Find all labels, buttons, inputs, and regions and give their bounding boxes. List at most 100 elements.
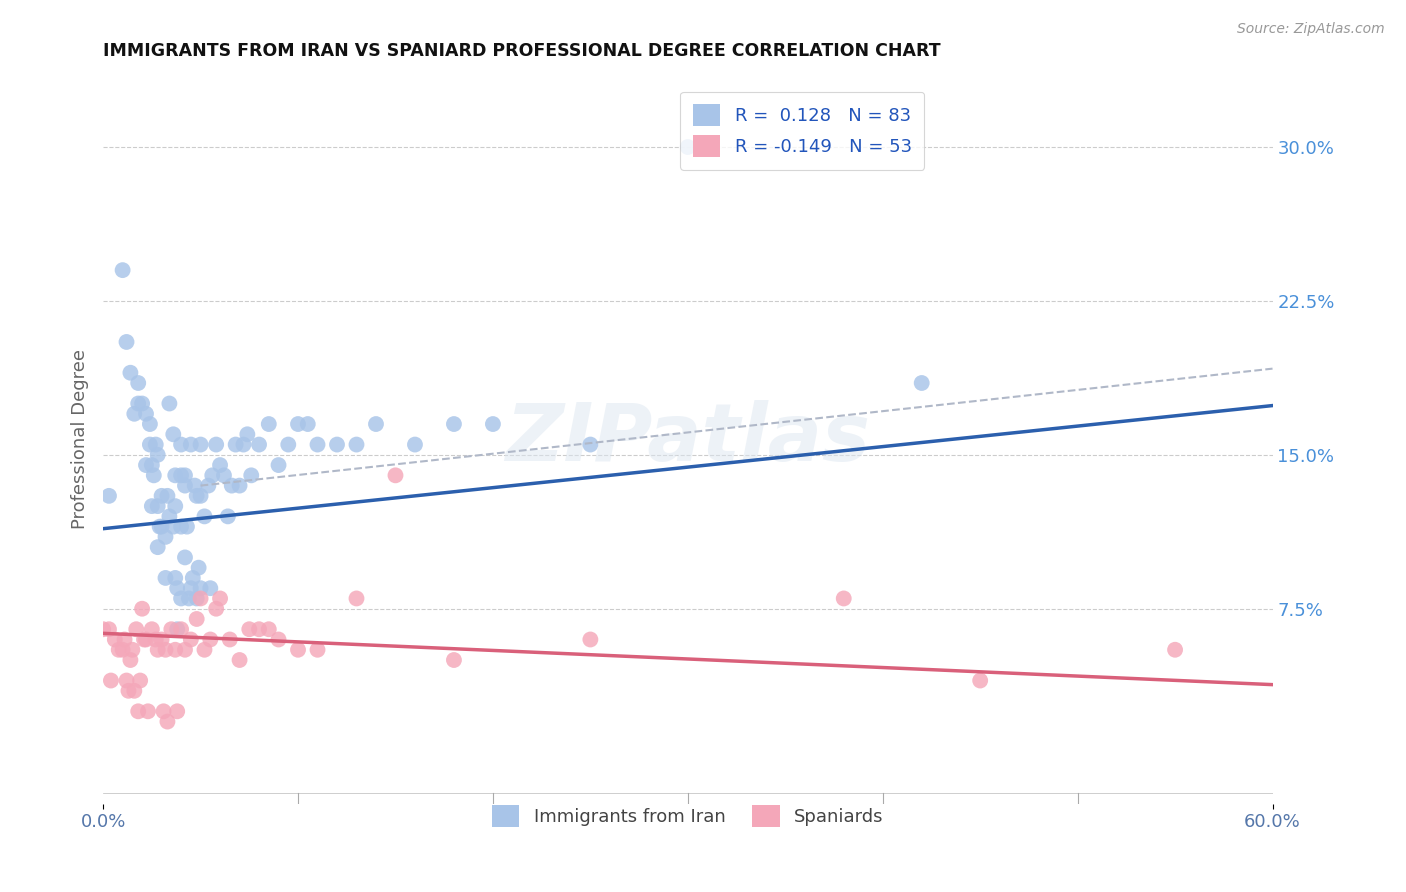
Point [120, 366, 142, 380]
Point [307, 642, 329, 657]
Point [364, 417, 387, 431]
Point [157, 396, 180, 410]
Point [155, 571, 177, 585]
Point [297, 417, 319, 431]
Point [104, 632, 127, 647]
Point [127, 704, 149, 718]
Point [190, 581, 212, 595]
Point [131, 396, 153, 410]
Point [156, 714, 179, 729]
Point [165, 499, 187, 513]
Point [911, 376, 934, 390]
Point [156, 489, 179, 503]
Point [146, 642, 169, 657]
Point [150, 519, 173, 533]
Point [482, 417, 505, 431]
Point [174, 478, 197, 492]
Point [107, 642, 129, 657]
Point [176, 519, 198, 533]
Point [115, 334, 138, 349]
Point [170, 622, 193, 636]
Point [209, 458, 232, 472]
Point [200, 632, 222, 647]
Point [307, 437, 329, 451]
Point [174, 550, 197, 565]
Point [384, 468, 406, 483]
Point [150, 489, 173, 503]
Point [146, 448, 169, 462]
Point [98, 489, 121, 503]
Point [145, 632, 167, 647]
Point [193, 642, 215, 657]
Point [139, 437, 162, 451]
Point [180, 632, 202, 647]
Point [135, 632, 157, 647]
Point [579, 437, 602, 451]
Point [186, 489, 208, 503]
Point [184, 478, 207, 492]
Point [676, 140, 699, 154]
Point [267, 458, 290, 472]
Point [135, 407, 157, 421]
Point [190, 489, 212, 503]
Point [170, 519, 193, 533]
Point [115, 673, 138, 688]
Point [197, 478, 219, 492]
Point [145, 437, 167, 451]
Point [257, 622, 280, 636]
Point [247, 622, 270, 636]
Point [187, 560, 209, 574]
Point [166, 704, 188, 718]
Point [124, 407, 146, 421]
Point [177, 591, 200, 606]
Point [162, 519, 184, 533]
Point [232, 437, 254, 451]
Point [141, 499, 163, 513]
Point [277, 437, 299, 451]
Point [127, 396, 149, 410]
Point [136, 704, 159, 718]
Point [150, 632, 173, 647]
Point [240, 468, 263, 483]
Point [287, 642, 309, 657]
Point [121, 642, 143, 657]
Point [236, 427, 259, 442]
Point [205, 601, 228, 615]
Point [221, 478, 243, 492]
Point [157, 509, 180, 524]
Point [186, 591, 208, 606]
Point [217, 509, 239, 524]
Point [969, 673, 991, 688]
Point [257, 417, 280, 431]
Point [141, 622, 163, 636]
Point [174, 468, 197, 483]
Point [190, 437, 212, 451]
Point [404, 437, 426, 451]
Point [443, 653, 465, 667]
Point [114, 632, 136, 647]
Point [170, 437, 193, 451]
Point [193, 509, 215, 524]
Point [832, 591, 855, 606]
Point [141, 458, 163, 472]
Point [155, 642, 177, 657]
Point [162, 427, 184, 442]
Point [190, 591, 212, 606]
Point [166, 622, 188, 636]
Point [346, 591, 368, 606]
Point [124, 683, 146, 698]
Point [180, 581, 202, 595]
Point [120, 653, 142, 667]
Point [201, 468, 224, 483]
Point [218, 632, 240, 647]
Point [346, 437, 368, 451]
Point [186, 612, 208, 626]
Point [443, 417, 465, 431]
Point [129, 673, 152, 688]
Point [131, 601, 153, 615]
Text: ZIPatlas: ZIPatlas [505, 401, 870, 478]
Y-axis label: Professional Degree: Professional Degree [72, 350, 89, 530]
Point [170, 468, 193, 483]
Point [228, 478, 250, 492]
Text: Source: ZipAtlas.com: Source: ZipAtlas.com [1237, 22, 1385, 37]
